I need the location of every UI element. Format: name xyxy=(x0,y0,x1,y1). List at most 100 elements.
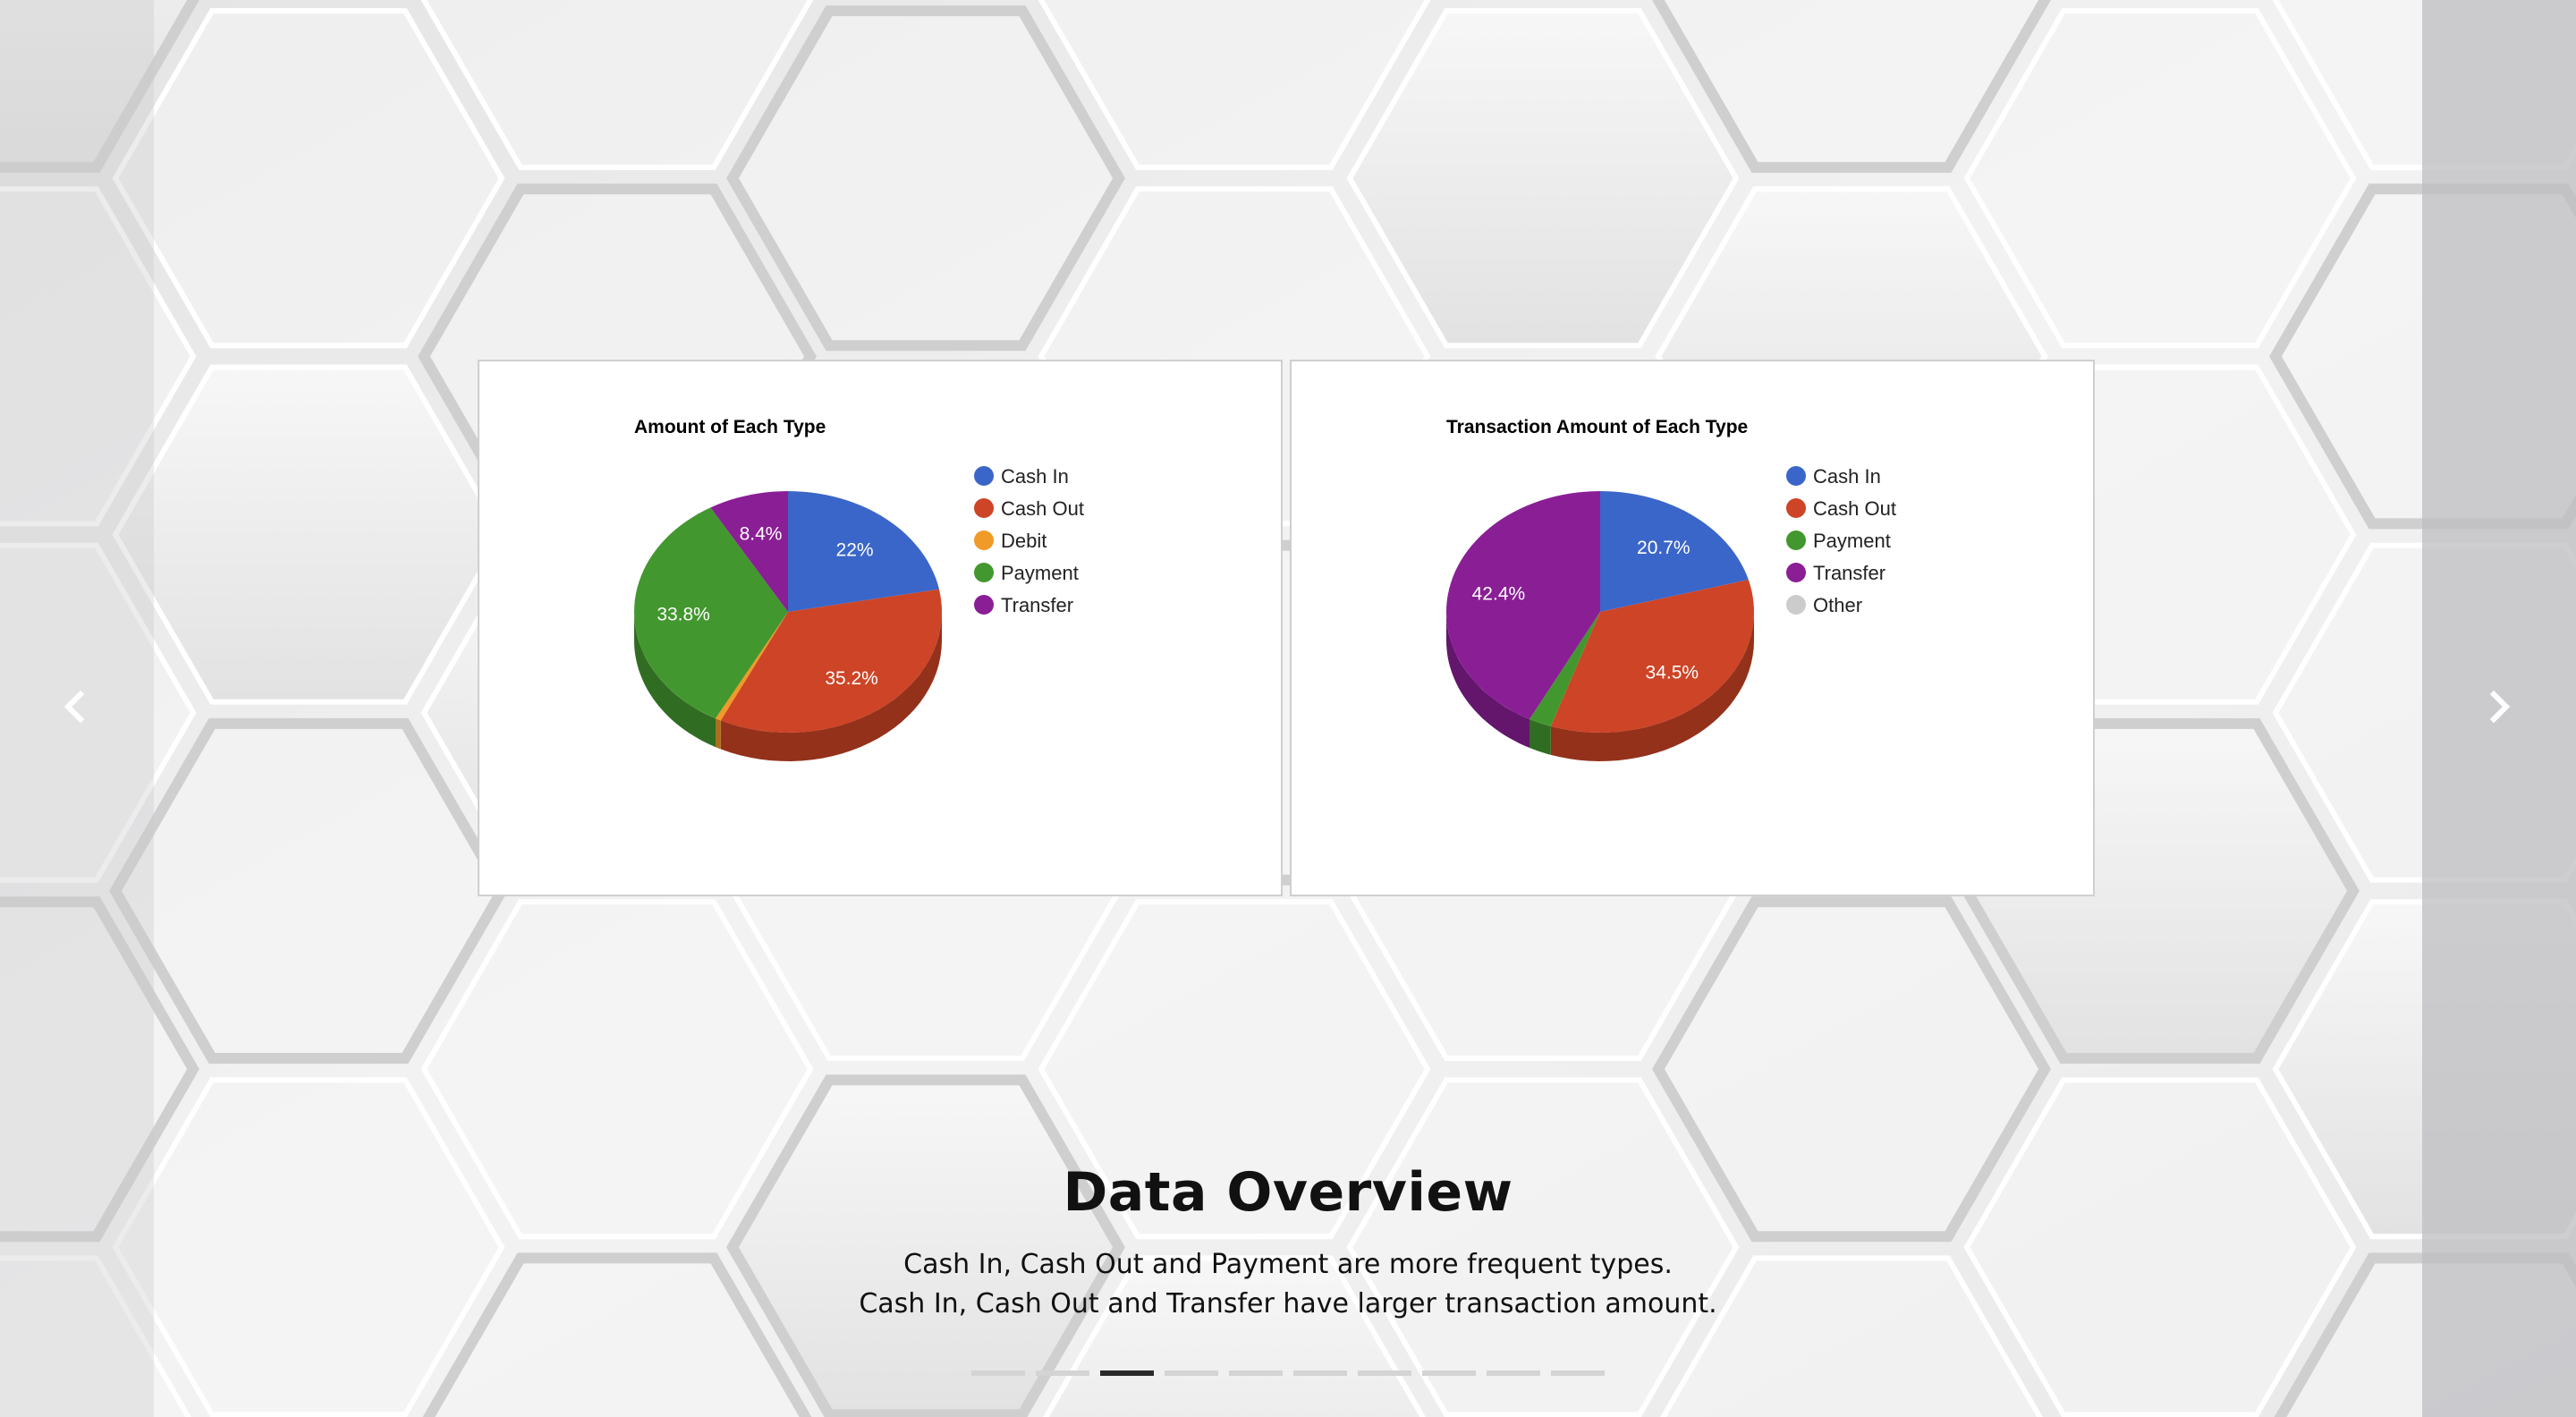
background-hexagon xyxy=(0,896,199,1243)
slide-title: Data Overview xyxy=(1063,1161,1513,1224)
legend-item-transfer[interactable]: Transfer xyxy=(1786,562,1885,584)
carousel-indicator[interactable] xyxy=(1293,1370,1347,1376)
slice-label-cash-out: 35.2% xyxy=(825,668,878,689)
legend-item-other[interactable]: Other xyxy=(1786,594,1862,616)
legend-swatch xyxy=(974,563,994,582)
background-hexagon xyxy=(112,1077,505,1417)
pie-slice-cash-in[interactable] xyxy=(1600,491,1749,612)
legend-label: Payment xyxy=(1001,562,1079,584)
pie-side-payment xyxy=(1530,718,1551,755)
chart-panel-amount-of-each-type: Amount of Each Type 22% 35.2% 33.8% 8.4% Cash… xyxy=(478,360,1283,896)
pie-top xyxy=(1446,491,1754,733)
background-hexagon xyxy=(420,0,814,171)
background-hexagon xyxy=(1652,0,2051,174)
legend-item-cash-out[interactable]: Cash Out xyxy=(1786,497,1896,520)
background-hexagon xyxy=(1652,896,2051,1243)
pie-slice-transfer[interactable] xyxy=(710,491,788,612)
legend-label: Other xyxy=(1813,594,1862,616)
carousel-indicator[interactable] xyxy=(971,1370,1025,1376)
legend-swatch xyxy=(1786,498,1806,518)
slice-label-cash-in: 20.7% xyxy=(1637,538,1690,558)
legend-item-cash-out[interactable]: Cash Out xyxy=(974,497,1084,520)
chart-panel-transaction-amount: Transaction Amount of Each Type 20.7% 34.5… xyxy=(1290,360,2095,896)
legend-swatch xyxy=(1786,595,1806,615)
background-hexagon xyxy=(1043,1255,1426,1417)
legend-swatch xyxy=(974,530,994,550)
legend-label: Payment xyxy=(1813,530,1891,552)
carousel-indicator[interactable] xyxy=(1229,1370,1283,1376)
legend-swatch xyxy=(1786,466,1806,486)
carousel-indicator[interactable] xyxy=(1422,1370,1476,1376)
legend-item-cash-in[interactable]: Cash In xyxy=(1786,465,1881,488)
pie-side-cash-out xyxy=(1550,612,1754,761)
legend-item-cash-in[interactable]: Cash In xyxy=(974,465,1069,488)
legend-swatch xyxy=(974,466,994,486)
background-hexagon xyxy=(1346,1077,1740,1417)
carousel-indicator[interactable] xyxy=(1165,1370,1218,1376)
pie-side-transfer xyxy=(1446,612,1530,748)
pie-slice-payment[interactable] xyxy=(1530,612,1600,726)
carousel-prev-button[interactable] xyxy=(39,671,111,742)
pie-slice-transfer[interactable] xyxy=(1446,491,1600,719)
slide-description-line: Cash In, Cash Out and Payment are more f… xyxy=(903,1249,1673,1280)
legend-item-payment[interactable]: Payment xyxy=(974,562,1079,584)
carousel-indicator[interactable] xyxy=(1358,1370,1411,1376)
background-hexagon xyxy=(726,1074,1125,1417)
pie-slice-cash-in[interactable] xyxy=(788,491,939,612)
legend-item-debit[interactable]: Debit xyxy=(974,530,1046,552)
carousel-indicator[interactable] xyxy=(1100,1370,1154,1376)
pie-chart-amount-of-each-type: Amount of Each Type 22% 35.2% 33.8% 8.4% Cash… xyxy=(634,417,1084,761)
background-hexagon xyxy=(109,717,508,1064)
pie-chart-transaction-amount: Transaction Amount of Each Type 20.7% 34.5… xyxy=(1446,417,1896,761)
background-hexagon xyxy=(420,899,814,1240)
pie-slice-debit[interactable] xyxy=(716,612,788,721)
slice-label-transfer: 42.4% xyxy=(1472,583,1526,604)
background-hexagon xyxy=(1963,1077,2357,1417)
pie-side-walls xyxy=(634,612,942,761)
background-hexagon xyxy=(726,5,1125,352)
carousel-indicator[interactable] xyxy=(1551,1370,1605,1376)
slice-label-cash-in: 22% xyxy=(836,539,874,560)
right-edge-strip xyxy=(2422,0,2576,1417)
background-hexagon xyxy=(0,0,199,174)
legend-label: Transfer xyxy=(1813,562,1885,584)
legend-swatch xyxy=(1786,563,1806,582)
legend-item-payment[interactable]: Payment xyxy=(1786,530,1891,552)
carousel-indicator[interactable] xyxy=(1036,1370,1089,1376)
chevron-left-icon xyxy=(64,690,85,724)
background-hexagon xyxy=(1660,1255,2043,1417)
chart-legend: Cash In Cash Out Debit Payment Transfer xyxy=(974,465,1084,616)
background-hexagon xyxy=(0,186,197,527)
legend-label: Cash In xyxy=(1001,465,1069,488)
background-hexagon xyxy=(422,1252,812,1417)
legend-label: Cash Out xyxy=(1813,497,1896,520)
legend-item-transfer[interactable]: Transfer xyxy=(974,594,1073,616)
background-hexagon xyxy=(1963,8,2357,349)
chart-title: Amount of Each Type xyxy=(634,417,826,437)
legend-swatch xyxy=(974,595,994,615)
chevron-right-icon xyxy=(2489,690,2511,724)
pie-slice-cash-out[interactable] xyxy=(1550,580,1754,733)
carousel-indicator[interactable] xyxy=(1487,1370,1540,1376)
left-edge-strip xyxy=(0,0,154,1417)
legend-swatch xyxy=(1786,530,1806,550)
background-hexagon xyxy=(112,364,505,705)
background-hexagon xyxy=(0,1255,191,1417)
background-hexagon xyxy=(0,542,197,883)
slice-label-cash-out: 34.5% xyxy=(1646,663,1699,683)
legend-label: Cash In xyxy=(1813,465,1881,488)
background-hexagon xyxy=(1346,8,1740,349)
chart-legend: Cash In Cash Out Payment Transfer Other xyxy=(1786,465,1896,616)
pie-side-walls xyxy=(1446,612,1754,761)
carousel-next-button[interactable] xyxy=(2463,671,2535,742)
slide-description-line: Cash In, Cash Out and Transfer have larg… xyxy=(859,1288,1717,1319)
background-hexagon xyxy=(1038,0,1431,171)
legend-label: Transfer xyxy=(1001,594,1073,616)
pie-side-cash-out xyxy=(720,612,942,761)
background-hexagon xyxy=(1038,899,1431,1240)
pie-slice-cash-out[interactable] xyxy=(720,589,942,733)
pie-side-payment xyxy=(634,612,716,748)
legend-swatch xyxy=(974,498,994,518)
pie-slice-payment[interactable] xyxy=(634,507,788,719)
legend-label: Debit xyxy=(1001,530,1046,552)
